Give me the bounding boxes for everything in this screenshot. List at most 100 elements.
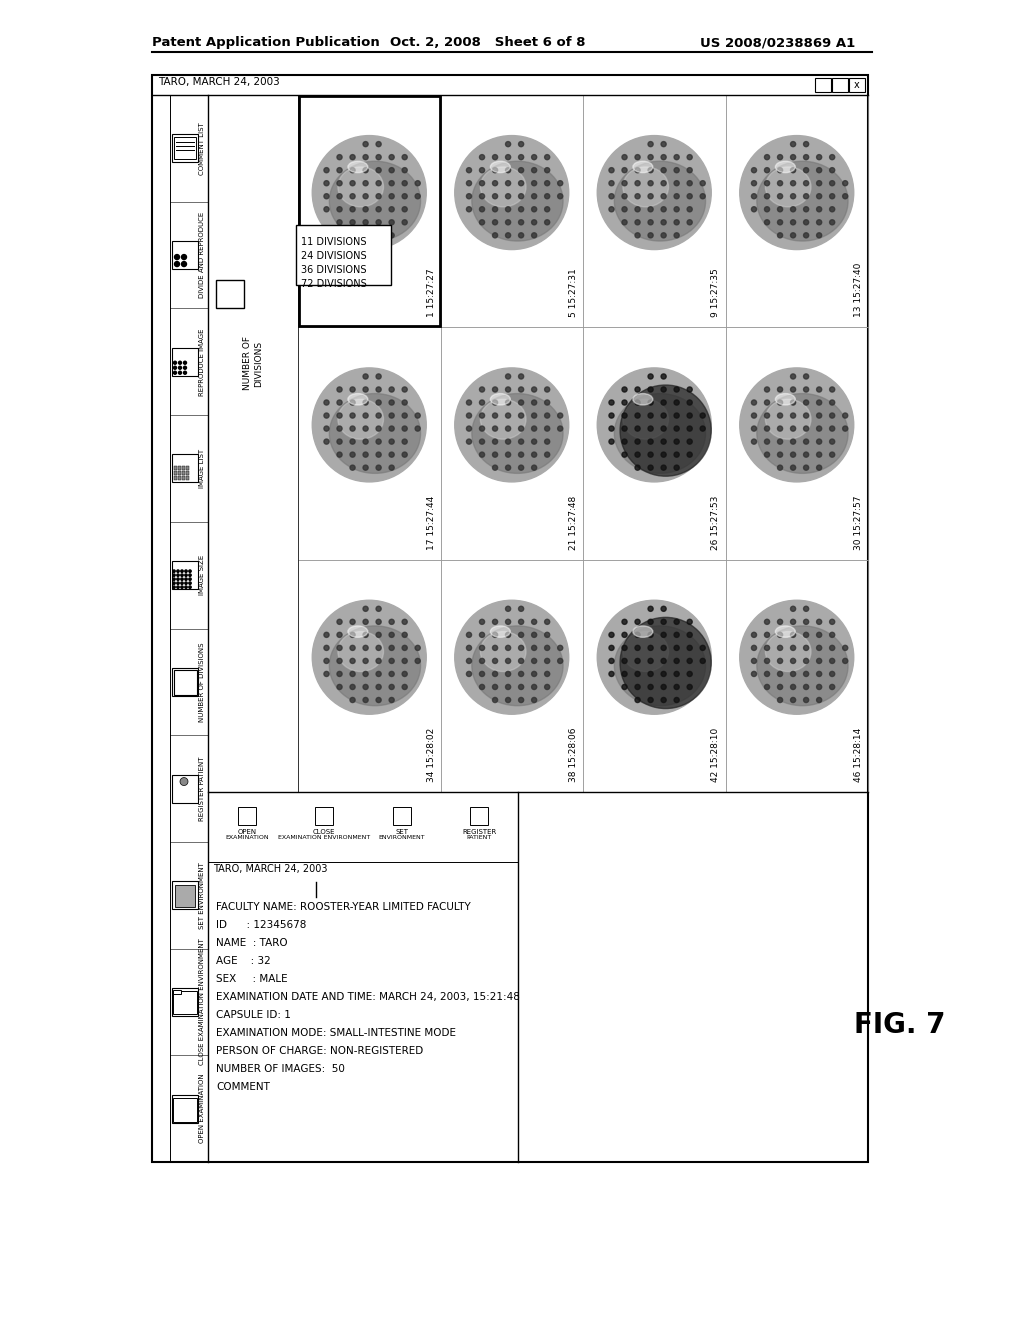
Text: EXAMINATION: EXAMINATION bbox=[225, 836, 268, 840]
Bar bbox=[725, 327, 868, 560]
Bar bbox=[172, 668, 198, 696]
Ellipse shape bbox=[775, 161, 796, 173]
Circle shape bbox=[184, 570, 187, 573]
Bar bbox=[178, 471, 181, 475]
Circle shape bbox=[674, 619, 679, 624]
Text: SEX     : MALE: SEX : MALE bbox=[216, 974, 288, 983]
Circle shape bbox=[752, 645, 757, 651]
Circle shape bbox=[765, 632, 770, 638]
Circle shape bbox=[674, 194, 679, 199]
Circle shape bbox=[804, 451, 809, 457]
Circle shape bbox=[364, 697, 369, 702]
Bar bbox=[172, 882, 198, 909]
Circle shape bbox=[739, 601, 854, 714]
Circle shape bbox=[506, 181, 511, 186]
Circle shape bbox=[364, 374, 369, 379]
Circle shape bbox=[662, 374, 667, 379]
Circle shape bbox=[493, 440, 498, 444]
Circle shape bbox=[622, 645, 627, 651]
Circle shape bbox=[364, 207, 369, 211]
Circle shape bbox=[545, 659, 550, 664]
Circle shape bbox=[493, 194, 498, 199]
Circle shape bbox=[791, 141, 796, 147]
Circle shape bbox=[518, 632, 523, 638]
Circle shape bbox=[389, 219, 394, 224]
Text: US 2008/0238869 A1: US 2008/0238869 A1 bbox=[700, 36, 855, 49]
Circle shape bbox=[662, 181, 667, 186]
Circle shape bbox=[178, 362, 181, 364]
Text: COMMENT: COMMENT bbox=[216, 1082, 270, 1092]
Circle shape bbox=[816, 219, 821, 224]
Circle shape bbox=[635, 465, 640, 470]
Circle shape bbox=[506, 141, 511, 147]
Circle shape bbox=[791, 659, 796, 664]
Circle shape bbox=[493, 697, 498, 702]
Circle shape bbox=[791, 672, 796, 677]
Ellipse shape bbox=[765, 399, 811, 440]
Ellipse shape bbox=[480, 399, 526, 440]
Circle shape bbox=[337, 168, 342, 173]
Circle shape bbox=[402, 426, 408, 432]
Circle shape bbox=[622, 659, 627, 664]
Circle shape bbox=[183, 366, 186, 370]
Circle shape bbox=[777, 154, 782, 160]
Bar bbox=[725, 95, 868, 327]
Text: CLOSE EXAMINATION ENVIRONMENT: CLOSE EXAMINATION ENVIRONMENT bbox=[199, 939, 205, 1065]
Circle shape bbox=[545, 181, 550, 186]
Circle shape bbox=[648, 413, 653, 418]
Circle shape bbox=[545, 194, 550, 199]
Circle shape bbox=[829, 400, 835, 405]
Ellipse shape bbox=[757, 393, 848, 474]
Circle shape bbox=[518, 426, 523, 432]
Circle shape bbox=[350, 154, 355, 160]
Circle shape bbox=[518, 659, 523, 664]
Circle shape bbox=[364, 659, 369, 664]
Circle shape bbox=[545, 219, 550, 224]
Circle shape bbox=[364, 168, 369, 173]
Circle shape bbox=[622, 672, 627, 677]
Circle shape bbox=[765, 400, 770, 405]
Circle shape bbox=[337, 181, 342, 186]
Text: 26 15:27:53: 26 15:27:53 bbox=[712, 495, 721, 549]
Circle shape bbox=[687, 168, 692, 173]
Circle shape bbox=[506, 684, 511, 689]
Text: NUMBER OF IMAGES:  50: NUMBER OF IMAGES: 50 bbox=[216, 1064, 345, 1074]
Circle shape bbox=[674, 400, 679, 405]
Circle shape bbox=[376, 400, 381, 405]
Circle shape bbox=[662, 697, 667, 702]
Circle shape bbox=[389, 194, 394, 199]
Circle shape bbox=[609, 659, 614, 664]
Circle shape bbox=[829, 181, 835, 186]
Circle shape bbox=[662, 451, 667, 457]
Circle shape bbox=[364, 413, 369, 418]
Circle shape bbox=[765, 619, 770, 624]
Bar bbox=[172, 135, 198, 162]
Circle shape bbox=[662, 659, 667, 664]
Bar bbox=[186, 477, 189, 480]
Circle shape bbox=[350, 426, 355, 432]
Circle shape bbox=[531, 451, 537, 457]
Circle shape bbox=[177, 578, 179, 581]
Circle shape bbox=[777, 400, 782, 405]
Circle shape bbox=[662, 168, 667, 173]
Circle shape bbox=[777, 181, 782, 186]
Circle shape bbox=[455, 601, 568, 714]
Circle shape bbox=[324, 194, 329, 199]
Circle shape bbox=[609, 632, 614, 638]
Circle shape bbox=[531, 440, 537, 444]
Bar bbox=[815, 78, 831, 92]
Circle shape bbox=[635, 387, 640, 392]
Circle shape bbox=[479, 440, 484, 444]
Circle shape bbox=[337, 632, 342, 638]
Text: TARO, MARCH 24, 2003: TARO, MARCH 24, 2003 bbox=[213, 865, 328, 874]
Circle shape bbox=[829, 672, 835, 677]
Circle shape bbox=[816, 672, 821, 677]
Circle shape bbox=[752, 659, 757, 664]
Circle shape bbox=[312, 136, 426, 249]
Circle shape bbox=[765, 194, 770, 199]
Circle shape bbox=[777, 232, 782, 238]
Circle shape bbox=[777, 659, 782, 664]
Circle shape bbox=[765, 387, 770, 392]
Circle shape bbox=[531, 465, 537, 470]
Circle shape bbox=[609, 426, 614, 432]
